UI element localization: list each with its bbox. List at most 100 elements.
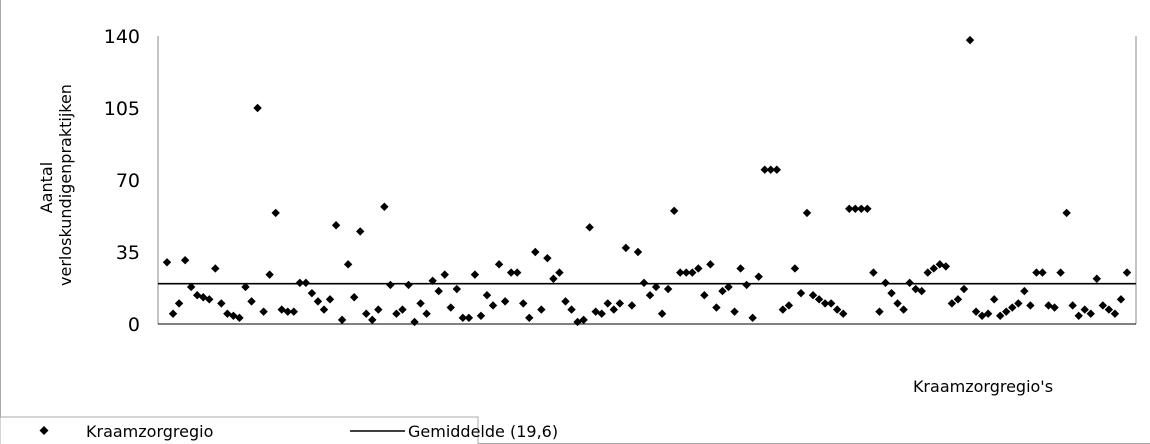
data-point xyxy=(1074,311,1083,320)
data-point xyxy=(826,299,836,308)
data-point xyxy=(857,204,866,213)
data-point xyxy=(814,295,824,304)
y-tick-labels: 0 35 70 105 140 xyxy=(104,26,140,336)
data-point xyxy=(374,305,383,314)
data-point xyxy=(694,264,703,273)
data-point xyxy=(301,278,311,288)
data-point xyxy=(217,299,226,308)
data-point xyxy=(416,299,425,308)
data-point xyxy=(917,286,926,296)
data-point xyxy=(168,309,178,318)
data-point xyxy=(585,223,594,232)
data-point xyxy=(863,204,872,213)
data-point xyxy=(965,35,975,45)
data-point xyxy=(718,286,727,296)
data-point xyxy=(790,264,800,273)
data-point xyxy=(470,270,480,279)
data-point xyxy=(1104,305,1114,314)
legend-label-kraamzorgregio: Kraamzorgregio xyxy=(86,422,213,441)
data-point xyxy=(404,280,413,290)
data-point xyxy=(561,297,570,306)
data-point xyxy=(1038,268,1047,277)
data-point xyxy=(307,288,317,298)
data-point xyxy=(1032,268,1041,277)
data-point xyxy=(356,227,365,236)
data-point xyxy=(1044,301,1053,310)
data-point xyxy=(941,262,951,271)
data-point xyxy=(186,282,196,292)
legend-box xyxy=(0,416,479,444)
data-point xyxy=(555,268,564,277)
data-point xyxy=(362,309,371,318)
data-point xyxy=(253,103,262,113)
data-point xyxy=(1110,309,1120,318)
data-point xyxy=(265,270,274,279)
data-point xyxy=(766,165,775,174)
y-tick-label: 0 xyxy=(128,314,140,336)
data-point xyxy=(512,268,522,277)
data-point xyxy=(639,278,649,288)
data-point xyxy=(989,295,999,304)
data-point xyxy=(712,303,721,312)
data-point xyxy=(802,208,812,218)
data-point xyxy=(730,307,739,316)
data-point xyxy=(796,288,806,298)
data-point xyxy=(959,284,969,294)
data-point xyxy=(440,270,449,279)
data-point xyxy=(1014,299,1023,308)
data-point xyxy=(748,313,757,323)
data-point xyxy=(971,307,981,316)
data-point xyxy=(983,309,993,318)
data-point xyxy=(736,264,745,273)
legend-label-gemiddelde: Gemiddelde (19,6) xyxy=(408,422,558,441)
data-point xyxy=(832,305,842,314)
data-point xyxy=(349,293,359,302)
data-point xyxy=(724,282,733,292)
data-point xyxy=(706,260,715,269)
data-point xyxy=(839,309,848,318)
data-point xyxy=(525,313,534,323)
data-point xyxy=(259,307,268,316)
data-point xyxy=(657,309,667,318)
data-point xyxy=(434,286,443,296)
x-axis-title: Kraamzorgregio's xyxy=(913,377,1053,396)
data-point xyxy=(452,284,462,294)
data-point xyxy=(609,305,618,314)
data-point xyxy=(579,315,588,325)
data-point xyxy=(645,291,655,300)
data-point xyxy=(1116,295,1126,304)
data-point xyxy=(591,307,600,316)
data-point xyxy=(754,272,763,281)
y-tick-label: 105 xyxy=(104,98,140,120)
data-point xyxy=(633,247,643,257)
y-tick-label: 70 xyxy=(116,170,140,192)
data-point xyxy=(337,315,347,325)
data-point xyxy=(506,268,516,277)
data-point xyxy=(875,307,884,316)
data-point xyxy=(458,313,468,323)
data-point xyxy=(651,282,661,292)
data-point xyxy=(500,297,510,306)
data-point xyxy=(1122,268,1132,277)
data-point xyxy=(1068,301,1077,310)
data-point xyxy=(1026,301,1035,310)
data-point xyxy=(464,313,474,323)
data-point xyxy=(392,309,401,318)
data-point xyxy=(319,305,329,314)
data-point xyxy=(325,295,335,304)
data-point xyxy=(295,278,305,288)
data-point xyxy=(778,305,788,314)
legend: Kraamzorgregio Gemiddelde (19,6) xyxy=(0,416,558,444)
legend-diamond-icon xyxy=(39,426,49,435)
data-point xyxy=(996,311,1005,320)
data-point xyxy=(519,299,528,308)
y-tick-label: 35 xyxy=(116,242,140,264)
data-point xyxy=(887,288,896,298)
data-point xyxy=(1008,303,1017,312)
data-point xyxy=(1056,268,1065,277)
data-point xyxy=(368,315,377,325)
data-point xyxy=(893,299,902,308)
data-point xyxy=(742,280,751,290)
data-point xyxy=(398,305,407,314)
